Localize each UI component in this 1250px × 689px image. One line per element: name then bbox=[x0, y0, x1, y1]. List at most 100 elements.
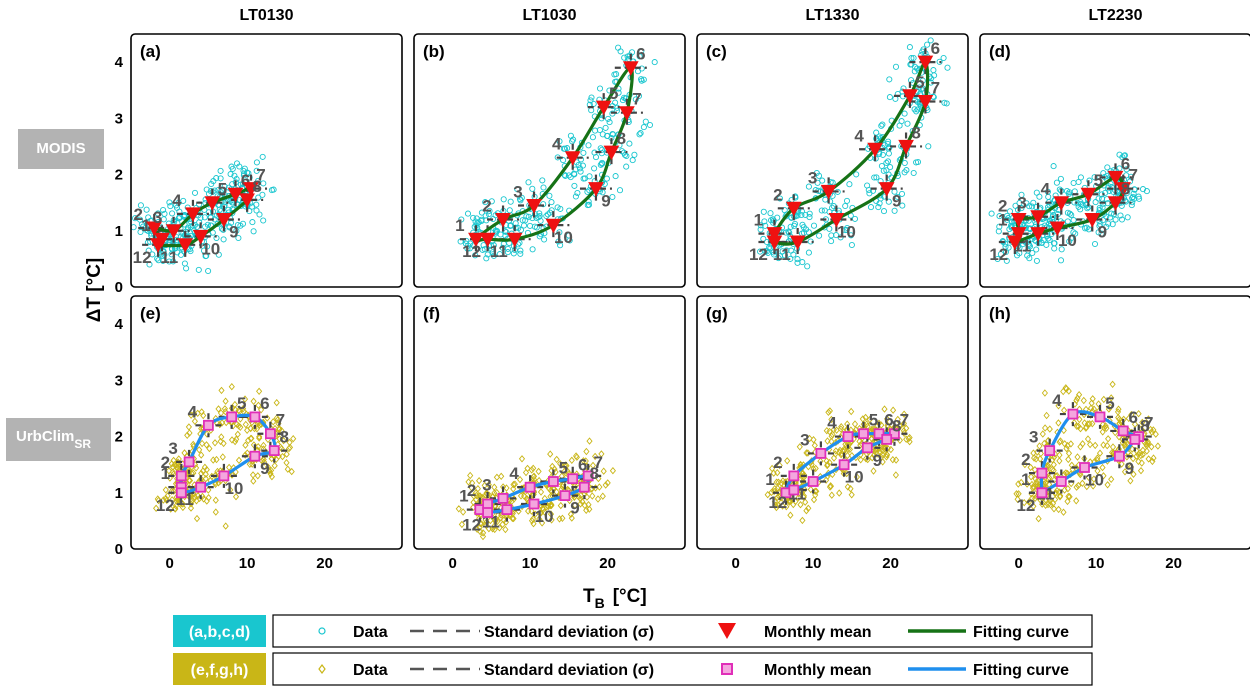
data-point bbox=[149, 251, 156, 258]
month-label: 4 bbox=[827, 414, 837, 433]
data-point bbox=[290, 434, 297, 443]
month-label: 1 bbox=[455, 216, 464, 235]
data-point bbox=[879, 458, 886, 466]
data-point bbox=[893, 456, 900, 464]
data-point bbox=[472, 495, 480, 504]
data-point bbox=[925, 143, 932, 150]
monthly-mean-marker bbox=[766, 227, 783, 242]
data-point bbox=[1029, 484, 1037, 492]
data-point bbox=[188, 411, 195, 419]
data-point bbox=[270, 418, 277, 426]
data-point bbox=[232, 492, 240, 501]
data-point bbox=[1130, 195, 1137, 203]
data-point bbox=[520, 222, 528, 229]
data-point bbox=[853, 473, 860, 481]
data-point bbox=[543, 212, 550, 220]
data-point bbox=[462, 240, 469, 247]
data-point bbox=[575, 161, 582, 168]
data-point bbox=[768, 488, 775, 497]
data-point bbox=[910, 169, 917, 177]
data-point bbox=[213, 175, 220, 182]
badge-text: MODIS bbox=[36, 140, 85, 157]
data-point bbox=[788, 247, 795, 254]
month-label: 9 bbox=[873, 451, 882, 470]
month-label: 11 bbox=[160, 248, 178, 267]
month-label: 12 bbox=[749, 245, 768, 264]
data-point bbox=[498, 472, 505, 481]
data-point bbox=[857, 456, 864, 464]
data-point bbox=[529, 185, 536, 192]
data-point bbox=[781, 207, 788, 214]
data-point bbox=[901, 110, 908, 117]
data-point bbox=[227, 486, 234, 494]
data-point bbox=[764, 490, 771, 499]
monthly-mean-marker bbox=[1030, 227, 1046, 242]
data-point bbox=[202, 223, 209, 230]
data-point bbox=[602, 481, 609, 489]
data-point bbox=[155, 257, 162, 264]
monthly-mean-marker bbox=[917, 95, 934, 110]
data-point bbox=[869, 454, 876, 462]
data-point bbox=[615, 89, 622, 96]
data-point bbox=[1099, 428, 1106, 436]
legend-mean-label: Monthly mean bbox=[764, 624, 872, 641]
badge-bg bbox=[6, 418, 111, 461]
monthly-mean-marker bbox=[1036, 487, 1048, 499]
monthly-mean-marker bbox=[528, 498, 540, 510]
month-label: 9 bbox=[1098, 223, 1107, 242]
data-point bbox=[589, 134, 596, 141]
data-point bbox=[1030, 482, 1037, 491]
data-point bbox=[167, 203, 174, 210]
month-label: 12 bbox=[156, 496, 175, 515]
monthly-mean-marker bbox=[1055, 476, 1067, 487]
data-point bbox=[1108, 394, 1115, 402]
row-label-modis: MODIS bbox=[18, 129, 104, 169]
data-point bbox=[904, 120, 911, 127]
monthly-mean-marker bbox=[588, 182, 604, 197]
monthly-mean-marker bbox=[216, 213, 232, 228]
data-point bbox=[499, 244, 506, 251]
data-point bbox=[530, 472, 538, 480]
monthly-mean-marker bbox=[881, 433, 893, 445]
data-point bbox=[585, 500, 592, 509]
data-point bbox=[638, 48, 645, 55]
data-point bbox=[227, 171, 234, 178]
data-point bbox=[233, 227, 240, 234]
data-point bbox=[216, 420, 223, 429]
data-point bbox=[988, 210, 995, 217]
data-point bbox=[283, 450, 290, 458]
data-point bbox=[806, 434, 813, 443]
monthly-mean-marker bbox=[578, 481, 590, 493]
data-point bbox=[596, 126, 603, 134]
data-point bbox=[646, 121, 654, 129]
data-point bbox=[169, 210, 176, 217]
data-point bbox=[1046, 425, 1053, 433]
monthly-mean-marker bbox=[603, 145, 620, 161]
data-point bbox=[540, 201, 547, 208]
data-point bbox=[1083, 224, 1090, 231]
data-point bbox=[774, 468, 781, 477]
x-label-main: T bbox=[583, 586, 595, 607]
data-point bbox=[894, 415, 901, 424]
data-point bbox=[790, 500, 797, 509]
month-label: 4 bbox=[1041, 180, 1051, 199]
monthly-mean-marker bbox=[495, 213, 511, 228]
data-point bbox=[517, 247, 524, 254]
data-point bbox=[228, 163, 235, 170]
data-point bbox=[478, 217, 485, 225]
monthly-mean-marker bbox=[1010, 227, 1027, 242]
month-label: 5 bbox=[559, 459, 568, 478]
data-point bbox=[871, 174, 878, 181]
monthly-mean-marker bbox=[227, 187, 244, 203]
data-point bbox=[1055, 402, 1062, 410]
monthly-mean-marker bbox=[1079, 462, 1090, 473]
column-title: LT1330 bbox=[806, 7, 860, 24]
data-point bbox=[221, 405, 228, 413]
legend-std-label: Standard deviation (σ) bbox=[484, 624, 654, 641]
month-label: 2 bbox=[467, 481, 476, 500]
data-point bbox=[1109, 443, 1117, 451]
data-point bbox=[1139, 446, 1146, 455]
row-label-urbclim: UrbClimSR bbox=[6, 418, 111, 461]
data-point bbox=[1024, 480, 1031, 488]
